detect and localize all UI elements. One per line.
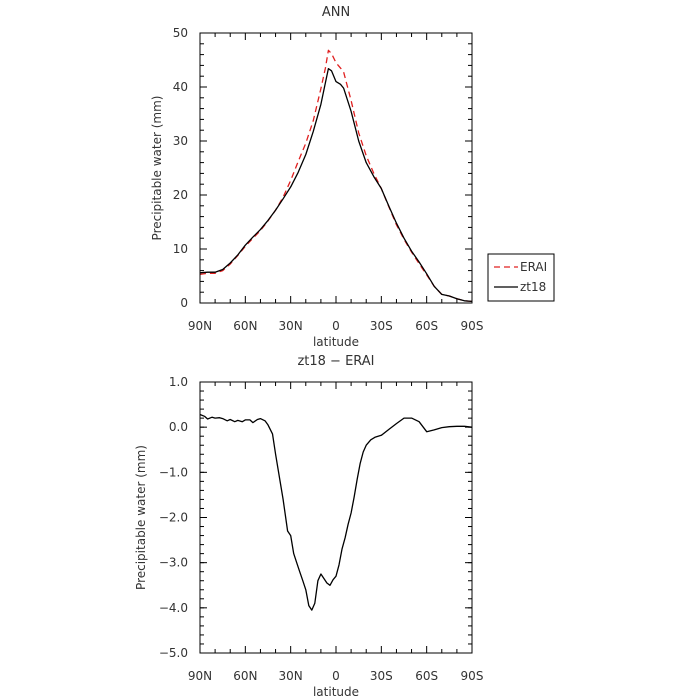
y-tick-label: −2.0: [159, 511, 188, 525]
y-tick-label: −3.0: [159, 556, 188, 570]
y-axis-label: Precipitable water (mm): [150, 96, 164, 241]
y-tick-label: 10: [173, 242, 188, 256]
y-tick-label: 30: [173, 134, 188, 148]
chart-title: zt18 − ERAI: [297, 354, 374, 369]
x-tick-label: 30S: [370, 669, 393, 683]
x-axis-label: latitude: [313, 685, 359, 699]
series-line-erai: [199, 49, 473, 303]
y-tick-label: 20: [173, 188, 188, 202]
y-tick-label: 1.0: [169, 375, 188, 389]
legend-label: ERAI: [520, 260, 547, 274]
x-tick-label: 60N: [233, 319, 257, 333]
top-plot: ANN 90N 60N 30N 0 30S 60S 90S 0 10 20 30 40 50 latitud…: [150, 5, 555, 349]
y-axis-label: Precipitable water (mm): [134, 445, 148, 590]
y-tick-label: 0.0: [169, 420, 188, 434]
plot-frame: [199, 32, 473, 304]
x-tick-label: 90S: [461, 669, 484, 683]
series-line-diff: [199, 413, 473, 611]
y-tick-label: 0: [180, 296, 188, 310]
y-tick-label: −4.0: [159, 601, 188, 615]
plot-frame: [199, 381, 473, 654]
x-tick-label: 0: [332, 669, 340, 683]
y-tick-label: −1.0: [159, 465, 188, 479]
legend-label: zt18: [520, 280, 546, 294]
series-line-zt18: [199, 67, 473, 303]
x-tick-label: 30N: [279, 669, 303, 683]
y-tick-label: 40: [173, 80, 188, 94]
x-tick-label: 30N: [279, 319, 303, 333]
x-tick-label: 30S: [370, 319, 393, 333]
bottom-plot: zt18 − ERAI 90N 60N 30N 0 30S 60S 90S −5.0 −4.0 −3…: [134, 354, 483, 699]
x-tick-label: 60N: [233, 669, 257, 683]
x-tick-label: 0: [332, 319, 340, 333]
x-tick-label: 60S: [415, 669, 438, 683]
x-tick-label: 90N: [188, 669, 212, 683]
x-axis-label: latitude: [313, 335, 359, 349]
x-tick-label: 90S: [461, 319, 484, 333]
chart-title: ANN: [322, 5, 350, 20]
x-tick-label: 90N: [188, 319, 212, 333]
x-tick-label: 60S: [415, 319, 438, 333]
y-tick-label: 50: [173, 26, 188, 40]
legend-box: [487, 253, 555, 302]
y-tick-label: −5.0: [159, 646, 188, 660]
